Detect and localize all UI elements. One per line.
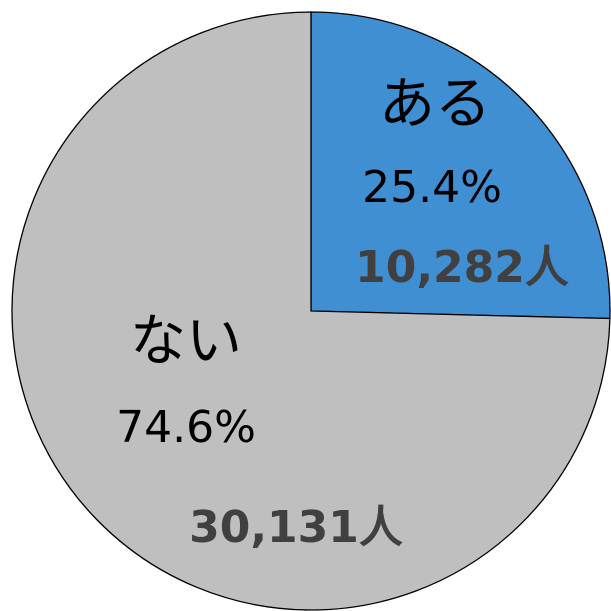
slice-label: ある [379,72,491,137]
percent-label: 74.6% [116,402,256,453]
pie-slice [11,11,611,611]
slice-label: ない [130,309,242,374]
count-label: 10,282人 [355,242,569,293]
percent-label: 25.4% [362,162,502,213]
count-label: 30,131人 [189,502,403,553]
pie-slice [310,11,611,320]
